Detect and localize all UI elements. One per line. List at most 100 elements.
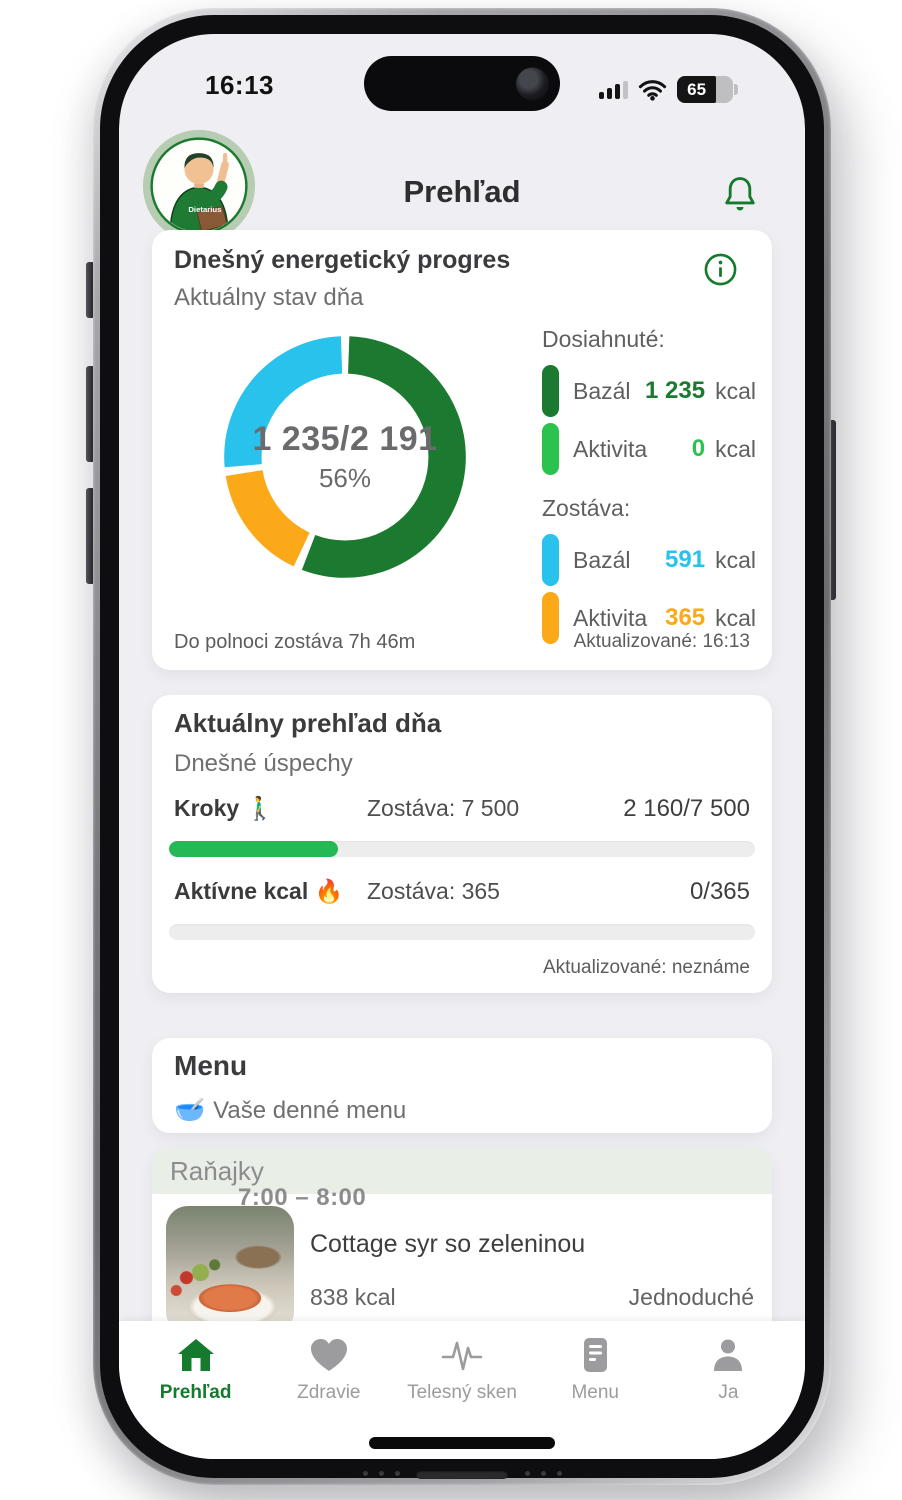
battery-percent: 65 xyxy=(687,79,707,99)
tab-label: Menu xyxy=(571,1382,619,1403)
legend-row-aktivita-remaining: Aktivita 365 kcal xyxy=(542,592,756,644)
volume-down-button xyxy=(86,488,95,584)
wifi-icon xyxy=(638,79,667,101)
dietarius-avatar[interactable]: Dietarius xyxy=(141,128,257,244)
bottom-tab-bar: Prehľad Zdravie Telesný sken xyxy=(119,1321,805,1459)
speaker-hole xyxy=(379,1471,384,1476)
tab-ja[interactable]: Ja xyxy=(662,1333,795,1459)
power-button xyxy=(827,420,836,600)
energy-updated-at: Aktualizované: 16:13 xyxy=(573,631,750,652)
heart-icon xyxy=(310,1339,347,1371)
tab-label: Zdravie xyxy=(297,1382,361,1403)
speaker-hole xyxy=(557,1471,562,1476)
bowl-icon: 🥣 xyxy=(174,1096,206,1124)
steps-progress-bar xyxy=(169,841,755,857)
person-icon xyxy=(714,1339,743,1371)
steps-label: Kroky xyxy=(174,795,240,821)
avatar-brand-text: Dietarius xyxy=(188,205,221,214)
menu-card-title: Menu xyxy=(174,1050,248,1081)
tab-menu[interactable]: Menu xyxy=(529,1333,662,1459)
steps-metric-row: Kroky 🚶‍♂️ Zostáva: 7 500 2 160/7 500 xyxy=(174,795,750,823)
speaker-hole xyxy=(525,1471,530,1476)
achieved-heading: Dosiahnuté: xyxy=(542,326,665,352)
legend-swatch xyxy=(542,365,559,417)
breakfast-title: Raňajky xyxy=(170,1155,264,1186)
status-icons: 65 xyxy=(599,76,738,103)
action-button xyxy=(86,262,95,318)
page-title: Prehľad xyxy=(403,174,521,209)
legend-label: Bazál xyxy=(573,546,631,573)
energy-card-subtitle: Aktuálny stav dňa xyxy=(174,284,364,311)
energy-card-title: Dnešný energetický progres xyxy=(174,246,511,274)
status-time: 16:13 xyxy=(205,70,274,100)
speaker-hole xyxy=(541,1471,546,1476)
energy-progress-card: Dnešný energetický progres Aktuálny stav… xyxy=(152,230,772,670)
legend-swatch xyxy=(542,423,559,475)
volume-up-button xyxy=(86,366,95,462)
active-kcal-progress-text: 0/365 xyxy=(689,878,750,905)
usb-port xyxy=(416,1470,508,1479)
legend-value: 591 xyxy=(665,546,706,573)
energy-legend: Dosiahnuté: Bazál 1 235 kcal Aktivita 0 … xyxy=(542,326,756,650)
legend-unit: kcal xyxy=(715,604,757,631)
meal-photo xyxy=(166,1206,294,1334)
legend-row-aktivita-achieved: Aktivita 0 kcal xyxy=(542,423,756,475)
tab-zdravie[interactable]: Zdravie xyxy=(262,1333,395,1459)
legend-value: 0 xyxy=(691,435,706,462)
overview-card-subtitle: Dnešné úspechy xyxy=(174,750,353,777)
legend-swatch xyxy=(542,534,559,586)
daily-overview-card: Aktuálny prehľad dňa Dnešné úspechy Krok… xyxy=(152,695,772,993)
front-camera xyxy=(516,67,549,100)
home-icon xyxy=(177,1339,214,1371)
active-kcal-remaining: Zostáva: 365 xyxy=(367,878,500,904)
pulse-icon xyxy=(441,1341,483,1371)
battery-icon: 65 xyxy=(677,76,738,103)
overview-updated-at: Aktualizované: neznáme xyxy=(542,957,750,978)
meal-name: Cottage syr so zeleninou xyxy=(310,1230,586,1258)
meal-kcal: 838 kcal xyxy=(310,1284,396,1310)
speaker-hole xyxy=(395,1471,400,1476)
legend-unit: kcal xyxy=(715,435,757,462)
legend-swatch xyxy=(542,592,559,644)
document-icon xyxy=(584,1338,608,1372)
meal-difficulty-badge: Jednoduché xyxy=(628,1284,754,1310)
tab-label: Telesný sken xyxy=(407,1382,517,1403)
tab-telesny-sken[interactable]: Telesný sken xyxy=(395,1333,528,1459)
active-kcal-label: Aktívne kcal xyxy=(174,878,309,904)
walking-person-icon: 🚶‍♂️ xyxy=(245,795,275,821)
active-kcal-metric-row: Aktívne kcal 🔥 Zostáva: 365 0/365 xyxy=(174,878,750,906)
breakfast-header: Raňajky 7:00 – 8:00 xyxy=(152,1148,772,1211)
legend-label: Bazál xyxy=(573,377,631,404)
overview-card-title: Aktuálny prehľad dňa xyxy=(174,708,442,738)
donut-center-percent: 56% xyxy=(318,463,372,493)
menu-card-subtitle: Vaše denné menu xyxy=(213,1096,407,1124)
cell-signal-icon xyxy=(599,80,628,99)
notifications-bell-icon[interactable] xyxy=(721,174,759,216)
fire-icon: 🔥 xyxy=(314,878,344,904)
home-indicator[interactable] xyxy=(369,1437,555,1449)
tab-label: Prehľad xyxy=(159,1382,232,1403)
legend-label: Aktivita xyxy=(573,435,648,462)
tab-label: Ja xyxy=(718,1382,739,1403)
legend-row-bazal-achieved: Bazál 1 235 kcal xyxy=(542,365,756,417)
phone-frame: 16:13 65 xyxy=(93,8,831,1485)
info-icon[interactable] xyxy=(703,252,738,287)
legend-label: Aktivita xyxy=(573,604,648,631)
legend-value: 1 235 xyxy=(645,377,706,404)
remaining-heading: Zostáva: xyxy=(542,495,631,521)
active-kcal-progress-bar xyxy=(169,924,755,940)
menu-card[interactable]: Menu 🥣 Vaše denné menu xyxy=(152,1038,772,1133)
steps-progress-text: 2 160/7 500 xyxy=(623,795,750,822)
legend-value: 365 xyxy=(665,604,706,631)
donut-center-value: 1 235/2 191 xyxy=(252,420,438,458)
dynamic-island xyxy=(364,56,560,111)
phone-bezel: 16:13 65 xyxy=(100,15,824,1478)
midnight-countdown: Do polnoci zostáva 7h 46m xyxy=(174,631,416,653)
legend-row-bazal-remaining: Bazál 591 kcal xyxy=(542,534,756,586)
energy-donut-chart: 1 235/2 191 56% xyxy=(208,320,482,594)
tab-prehlad[interactable]: Prehľad xyxy=(129,1333,262,1459)
app-screen: 16:13 65 xyxy=(119,34,805,1459)
steps-remaining: Zostáva: 7 500 xyxy=(367,795,520,821)
speaker-hole xyxy=(363,1471,368,1476)
